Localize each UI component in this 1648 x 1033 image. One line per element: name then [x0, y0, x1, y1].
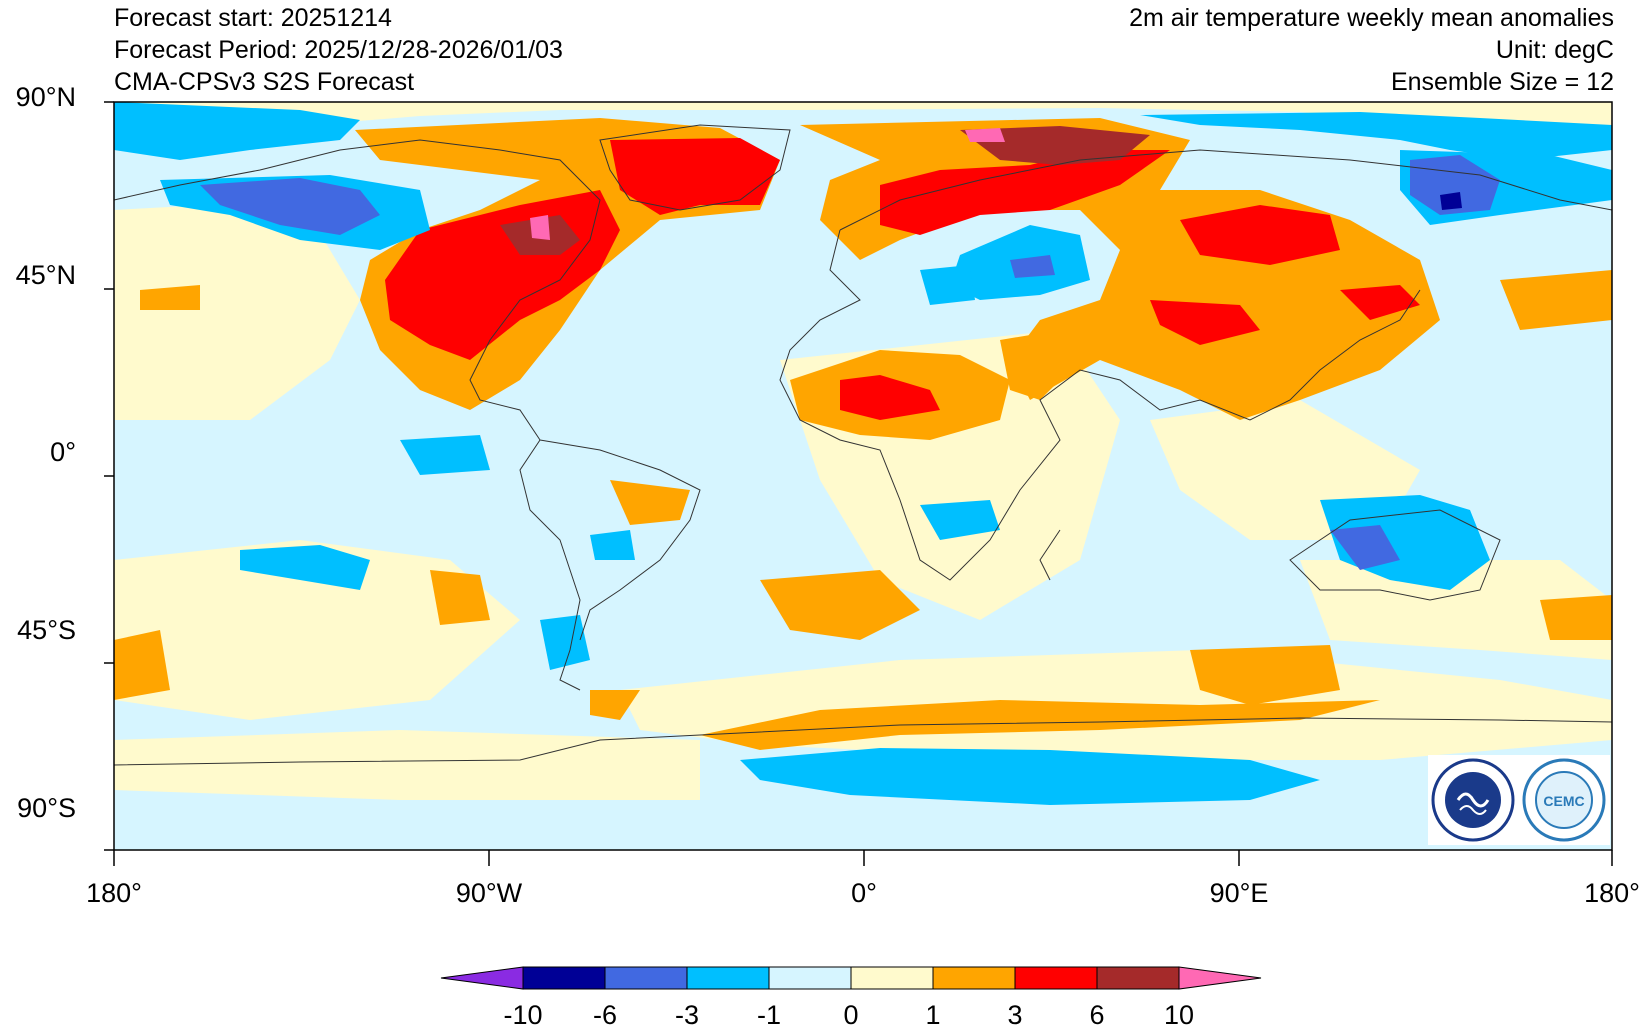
lon-label-180w: 180° — [86, 878, 142, 908]
colorbar-box — [686, 966, 770, 990]
lat-label-90n: 90°N — [15, 82, 76, 112]
colorbar-label: 0 — [843, 1000, 859, 1030]
colorbar-box — [1096, 966, 1180, 990]
colorbar-label: 10 — [1163, 1000, 1195, 1030]
lat-label-45s: 45°S — [17, 615, 76, 645]
cemc-logo-text: CEMC — [1543, 793, 1584, 809]
colorbar-box — [850, 966, 934, 990]
lon-label-90w: 90°W — [455, 878, 523, 908]
colorbar-box — [932, 966, 1016, 990]
forecast-start: Forecast start: 20251214 — [114, 4, 392, 32]
forecast-period: Forecast Period: 2025/12/28-2026/01/03 — [114, 36, 563, 64]
colorbar-label: 3 — [1007, 1000, 1023, 1030]
colorbar-min-triangle — [440, 966, 524, 990]
colorbar — [440, 966, 1262, 990]
colorbar-label: -6 — [592, 1000, 618, 1030]
colorbar-box — [768, 966, 852, 990]
colorbar-max-triangle — [1178, 966, 1262, 990]
colorbar-box — [522, 966, 606, 990]
ensemble-size: Ensemble Size = 12 — [1390, 68, 1614, 96]
unit-label: Unit: degC — [1495, 36, 1614, 64]
colorbar-label: -10 — [503, 1000, 543, 1030]
colorbar-label: 1 — [925, 1000, 941, 1030]
lon-label-90e: 90°E — [1209, 878, 1269, 908]
colorbar-label: -3 — [674, 1000, 700, 1030]
model-name: CMA-CPSv3 S2S Forecast — [114, 68, 415, 96]
lat-label-0: 0° — [50, 437, 76, 467]
lat-label-45n: 45°N — [15, 260, 76, 290]
colorbar-box — [604, 966, 688, 990]
colorbar-label: -1 — [756, 1000, 782, 1030]
cma-logo — [1428, 755, 1518, 845]
colorbar-box — [1014, 966, 1098, 990]
header-right: 2m air temperature weekly mean anomalies… — [1129, 2, 1614, 98]
cemc-logo: CEMC — [1518, 755, 1610, 845]
variable-title: 2m air temperature weekly mean anomalies — [1129, 4, 1614, 32]
colorbar-label: 6 — [1089, 1000, 1105, 1030]
lat-label-90s: 90°S — [17, 793, 76, 823]
anomaly-field — [114, 102, 1612, 805]
lon-label-180e: 180° — [1584, 878, 1640, 908]
header-left: Forecast start: 20251214 Forecast Period… — [114, 2, 563, 98]
lon-label-0: 0° — [851, 878, 877, 908]
coastlines — [113, 124, 1613, 766]
axis-ticks — [104, 101, 1613, 866]
